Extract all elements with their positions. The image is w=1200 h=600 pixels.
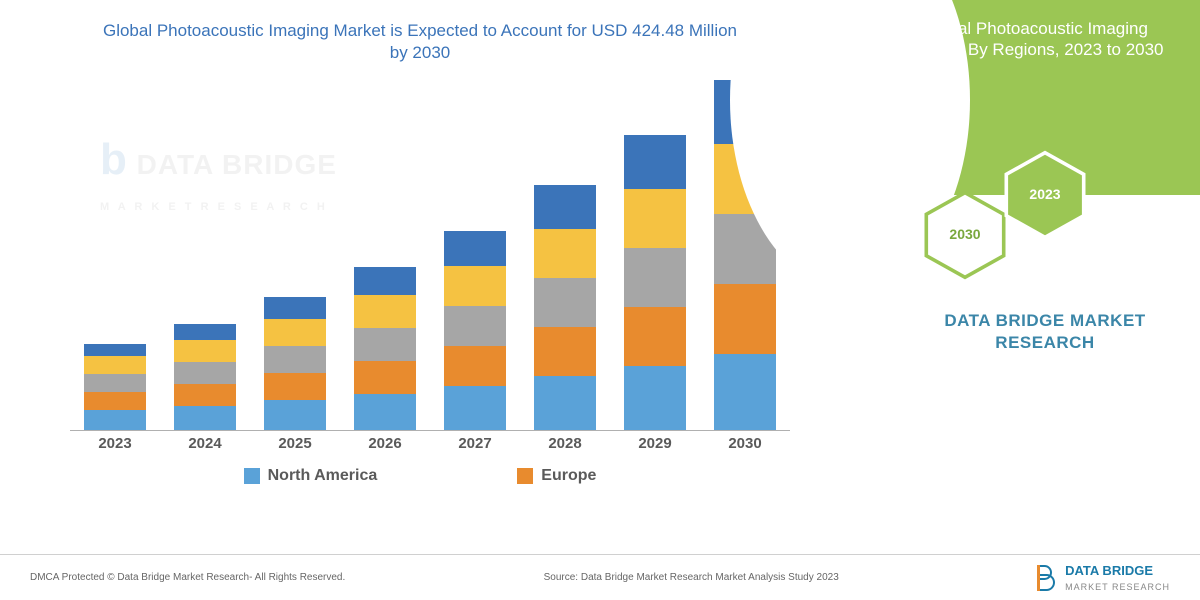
bar-segment: [534, 229, 596, 278]
bar-segment: [624, 135, 686, 189]
bar-2024: [174, 324, 236, 430]
bar-segment: [84, 392, 146, 410]
side-panel: Global Photoacoustic Imaging Market, By …: [820, 0, 1200, 540]
legend: North America Europe: [40, 467, 800, 485]
x-tick-label: 2023: [84, 435, 146, 459]
x-axis-line: [70, 430, 790, 431]
bar-2028: [534, 185, 596, 430]
bar-chart: 2023 2024 2025 2026 2027 2028 2029 2030: [70, 79, 790, 459]
hex-label: 2030: [920, 226, 1010, 242]
footer-logo: DATA BRIDGE MARKET RESEARCH: [1037, 563, 1170, 593]
bar-segment: [264, 373, 326, 400]
chart-title: Global Photoacoustic Imaging Market is E…: [100, 20, 740, 64]
x-tick-label: 2027: [444, 435, 506, 459]
legend-label: Europe: [541, 467, 596, 485]
bar-segment: [624, 307, 686, 366]
bar-2026: [354, 267, 416, 430]
bar-segment: [444, 386, 506, 430]
hex-2023: 2023: [1000, 150, 1090, 240]
panel-title: Global Photoacoustic Imaging Market, By …: [898, 18, 1172, 61]
bar-segment: [84, 410, 146, 430]
x-tick-label: 2024: [174, 435, 236, 459]
bar-segment: [444, 306, 506, 346]
legend-item-na: North America: [244, 467, 378, 485]
bar-segment: [534, 185, 596, 229]
bar-2025: [264, 297, 326, 430]
bar-segment: [354, 361, 416, 394]
bar-segment: [534, 376, 596, 430]
bar-segment: [174, 340, 236, 362]
x-tick-label: 2030: [714, 435, 776, 459]
bar-segment: [84, 374, 146, 392]
bar-segment: [354, 295, 416, 328]
bar-segment: [264, 400, 326, 430]
bar-segment: [534, 278, 596, 327]
bar-segment: [264, 297, 326, 319]
bar-segment: [174, 406, 236, 430]
bar-segment: [174, 384, 236, 406]
logo-b-icon: [1037, 565, 1059, 591]
x-tick-label: 2028: [534, 435, 596, 459]
bar-2023: [84, 344, 146, 430]
footer-source: Source: Data Bridge Market Research Mark…: [544, 572, 839, 583]
bar-segment: [354, 267, 416, 295]
bar-segment: [84, 356, 146, 374]
hex-label: 2023: [1000, 186, 1090, 202]
x-axis-labels: 2023 2024 2025 2026 2027 2028 2029 2030: [70, 435, 790, 459]
bar-segment: [174, 324, 236, 340]
x-tick-label: 2025: [264, 435, 326, 459]
bar-segment: [354, 328, 416, 361]
bar-segment: [714, 354, 776, 430]
x-tick-label: 2029: [624, 435, 686, 459]
bar-2029: [624, 135, 686, 430]
bar-segment: [264, 346, 326, 373]
legend-item-eu: Europe: [517, 467, 596, 485]
brand-name: DATA BRIDGE MARKET RESEARCH: [900, 310, 1190, 354]
bar-2027: [444, 231, 506, 430]
legend-label: North America: [268, 467, 378, 485]
hexagon-badges: 2030 2023: [890, 150, 1170, 310]
bar-segment: [624, 248, 686, 307]
bar-segment: [444, 266, 506, 306]
hex-2030: 2030: [920, 190, 1010, 280]
bar-segment: [624, 189, 686, 248]
footer-logo-sub: MARKET RESEARCH: [1065, 582, 1170, 592]
footer-logo-main: DATA BRIDGE: [1065, 563, 1153, 578]
legend-swatch: [244, 468, 260, 484]
bar-segment: [714, 284, 776, 354]
bar-group: [70, 90, 790, 430]
bar-segment: [264, 319, 326, 346]
legend-swatch: [517, 468, 533, 484]
bar-segment: [174, 362, 236, 384]
bar-segment: [354, 394, 416, 430]
footer: DMCA Protected © Data Bridge Market Rese…: [0, 554, 1200, 600]
bar-segment: [84, 344, 146, 356]
chart-panel: Global Photoacoustic Imaging Market is E…: [0, 0, 820, 540]
footer-copyright: DMCA Protected © Data Bridge Market Rese…: [30, 572, 345, 583]
x-tick-label: 2026: [354, 435, 416, 459]
bar-segment: [444, 346, 506, 386]
bar-segment: [624, 366, 686, 430]
bar-segment: [534, 327, 596, 376]
bar-segment: [444, 231, 506, 266]
